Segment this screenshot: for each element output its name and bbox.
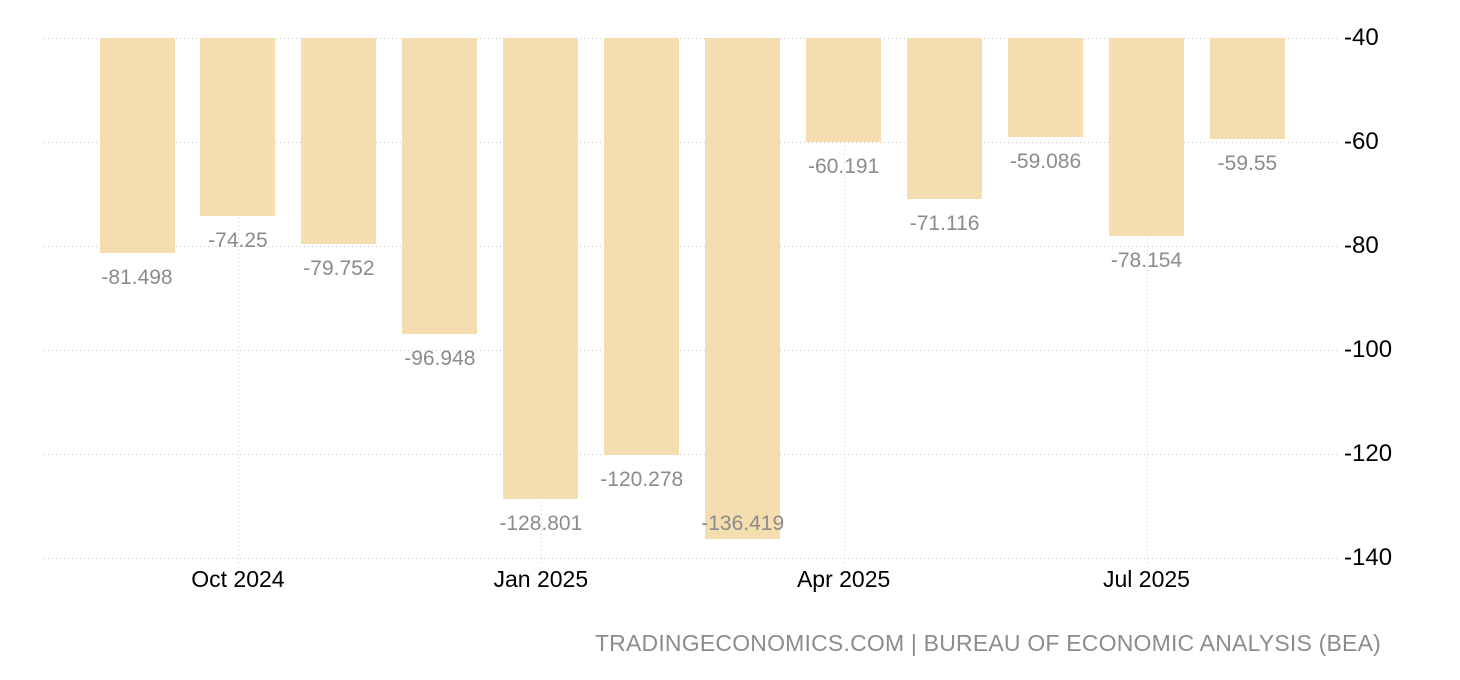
bar-value-label: -74.25 <box>208 228 268 252</box>
h-gridline <box>44 349 1338 351</box>
v-gridline <box>237 37 239 566</box>
bar-value-label: -60.191 <box>808 155 880 179</box>
bar[interactable] <box>705 37 781 539</box>
bar[interactable] <box>503 37 579 500</box>
bar[interactable] <box>1008 37 1084 137</box>
y-axis-tick-label: -80 <box>1344 231 1379 259</box>
x-axis-tick-label: Oct 2024 <box>191 566 285 592</box>
bar[interactable] <box>1209 37 1285 140</box>
x-axis-tick-label: Jan 2025 <box>493 566 589 592</box>
v-gridline <box>1146 37 1148 566</box>
v-gridline <box>843 37 845 566</box>
bar[interactable] <box>402 37 478 334</box>
bar-value-label: -96.948 <box>404 346 476 370</box>
bar[interactable] <box>1109 37 1184 236</box>
y-axis-tick-label: -140 <box>1344 543 1393 571</box>
h-gridline <box>44 37 1338 39</box>
y-axis-tick-label: -40 <box>1344 23 1379 51</box>
bar[interactable] <box>200 37 276 216</box>
bar[interactable] <box>604 37 680 455</box>
x-axis-tick-label: Apr 2025 <box>796 566 891 592</box>
bar-value-label: -78.154 <box>1110 248 1183 272</box>
bar-value-label: -59.55 <box>1217 152 1278 176</box>
bar-value-label: -71.116 <box>909 212 980 236</box>
x-axis-tick-label: Jul 2025 <box>1103 566 1190 592</box>
y-axis-tick-label: -100 <box>1344 335 1393 363</box>
bar-value-label: -59.086 <box>1009 149 1082 173</box>
h-gridline <box>44 453 1338 455</box>
bar[interactable] <box>99 37 175 254</box>
bar[interactable] <box>301 37 377 245</box>
h-gridline <box>44 557 1338 559</box>
bar-value-label: -81.498 <box>101 266 173 290</box>
y-axis-tick-label: -60 <box>1344 127 1379 155</box>
bar[interactable] <box>806 37 882 143</box>
attribution-text: TRADINGECONOMICS.COM | BUREAU OF ECONOMI… <box>594 630 1381 656</box>
y-axis-tick-label: -120 <box>1344 439 1393 467</box>
bar-value-label: -79.752 <box>303 257 375 281</box>
bar-value-label: -120.278 <box>600 467 684 491</box>
bar-value-label: -128.801 <box>499 512 583 536</box>
bar-value-label: -136.419 <box>701 511 785 535</box>
h-gridline <box>44 245 1338 247</box>
h-gridline <box>44 141 1338 143</box>
bar[interactable] <box>907 37 983 200</box>
